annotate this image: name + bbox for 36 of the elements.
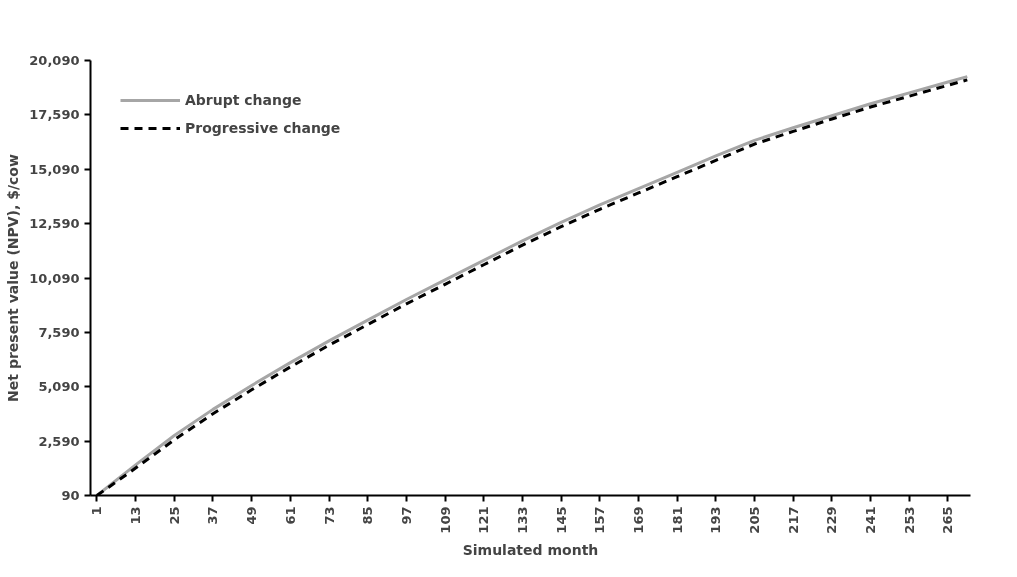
x-tick-label: 169 [630,506,646,534]
x-tick-label: 49 [244,506,260,525]
x-tick-label: 253 [901,506,917,534]
x-tick-label: 193 [708,506,724,534]
y-tick-label: 20,090 [29,53,80,68]
legend-label: Progressive change [185,120,341,136]
y-tick-label: 12,590 [29,216,80,232]
y-tick-label: 5,090 [38,379,80,395]
y-tick-label: 10,090 [29,270,80,286]
x-tick-label: 85 [360,506,376,525]
x-tick-label: 121 [476,506,492,534]
x-tick-label: 205 [747,506,763,534]
x-tick-label: 13 [128,506,144,525]
x-tick-label: 217 [785,506,801,534]
x-tick-label: 37 [205,506,221,525]
legend-label: Abrupt change [185,92,302,108]
x-tick-label: 61 [282,506,298,525]
x-tick-label: 97 [398,506,414,525]
x-tick-label: 145 [553,506,569,534]
x-tick-label: 229 [824,506,840,534]
x-tick-label: 1 [89,506,105,516]
y-tick-label: 17,590 [29,107,80,123]
x-axis-title: Simulated month [462,541,599,558]
y-tick-label: 7,590 [38,324,80,340]
x-tick-label: 109 [437,506,453,534]
y-axis-title: Net present value (NPV), $/cow [5,154,22,402]
x-tick-label: 265 [940,506,956,534]
y-tick-label: 90 [61,488,80,503]
x-tick-label: 181 [669,506,685,534]
x-tick-label: 241 [863,506,879,534]
x-tick-label: 157 [592,506,608,534]
x-tick-label: 133 [514,506,530,534]
x-tick-label: 73 [321,506,337,525]
y-tick-label: 15,090 [29,161,80,177]
y-tick-label: 2,590 [38,433,80,449]
x-tick-label: 25 [166,506,182,525]
